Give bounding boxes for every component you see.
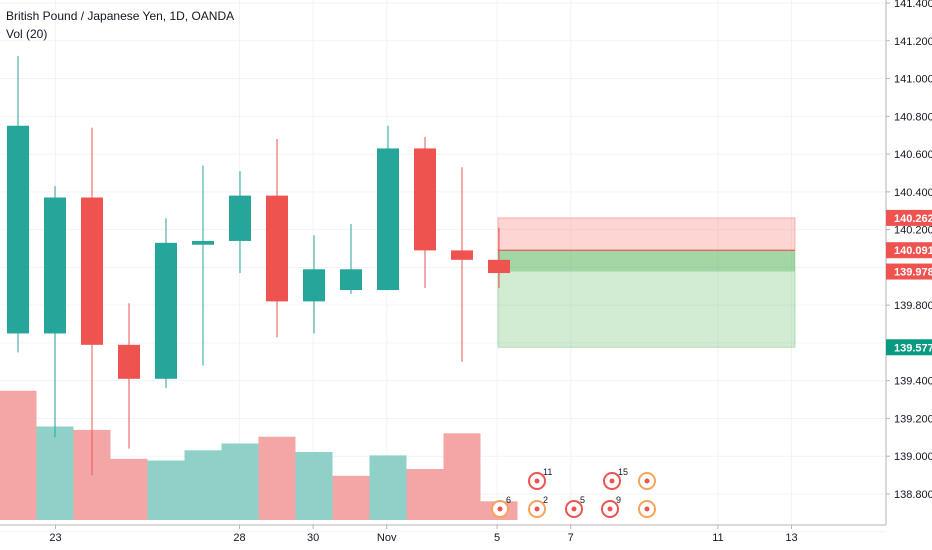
event-marker: 2 bbox=[528, 495, 548, 518]
price-tick-label: 139.800 bbox=[894, 300, 932, 312]
open-pnl-zone bbox=[498, 250, 795, 272]
price-tick-label: 140.200 bbox=[894, 225, 932, 237]
event-count-label: 15 bbox=[618, 467, 628, 477]
candle-body bbox=[266, 195, 288, 302]
time-tick-label: 7 bbox=[568, 532, 574, 544]
volume-bar bbox=[332, 475, 370, 520]
candle-body bbox=[303, 269, 325, 302]
price-tag-label: 139.978 bbox=[894, 267, 932, 279]
volume-bar bbox=[221, 443, 259, 520]
event-marker bbox=[638, 500, 656, 518]
take-profit-zone bbox=[497, 249, 796, 348]
price-tick-label: 141.200 bbox=[894, 36, 932, 48]
price-tick-label: 139.000 bbox=[894, 451, 932, 463]
event-marker: 15 bbox=[603, 467, 628, 490]
candle-body bbox=[229, 195, 251, 241]
volume-bar bbox=[369, 455, 407, 520]
volume-bar bbox=[36, 426, 74, 520]
price-tag: 140.091 bbox=[886, 242, 932, 259]
volume-bar bbox=[0, 390, 37, 520]
event-marker-dot bbox=[607, 506, 613, 512]
price-tag-label: 140.091 bbox=[894, 245, 932, 257]
price-tick-label: 140.800 bbox=[894, 111, 932, 123]
event-marker-dot bbox=[609, 478, 615, 484]
volume-bar bbox=[147, 460, 185, 520]
event-marker: 9 bbox=[601, 495, 621, 518]
price-tag-label: 140.262 bbox=[894, 213, 932, 225]
time-tick-label: 23 bbox=[49, 532, 61, 544]
symbol-legend[interactable]: British Pound / Japanese Yen, 1D, OANDA bbox=[6, 9, 235, 23]
candle-body bbox=[192, 240, 214, 245]
event-marker-dot bbox=[644, 478, 650, 484]
volume-bar bbox=[295, 452, 333, 520]
candle-body bbox=[81, 197, 103, 345]
event-marker-dot bbox=[644, 506, 650, 512]
event-marker: 11 bbox=[528, 467, 552, 490]
candle-body bbox=[118, 344, 140, 379]
candle-body bbox=[155, 242, 177, 379]
price-tick-label: 141.400 bbox=[894, 0, 932, 10]
event-count-label: 6 bbox=[506, 495, 511, 505]
candle-body bbox=[488, 259, 510, 274]
price-tag-bg bbox=[886, 242, 932, 259]
price-tick-label: 140.600 bbox=[894, 149, 932, 161]
time-tick-label: 5 bbox=[494, 532, 500, 544]
price-tag: 140.262 bbox=[886, 209, 932, 226]
volume-legend[interactable]: Vol (20) bbox=[6, 27, 48, 41]
candle-body bbox=[340, 269, 362, 291]
price-tag-bg bbox=[886, 263, 932, 280]
price-tag-bg bbox=[886, 209, 932, 226]
time-tick-label: 30 bbox=[307, 532, 319, 544]
candle-body bbox=[451, 250, 473, 260]
time-tick-label: 28 bbox=[233, 532, 245, 544]
event-marker-dot bbox=[497, 506, 503, 512]
event-marker-dot bbox=[571, 506, 577, 512]
volume-bar bbox=[184, 450, 222, 520]
time-tick-label: Nov bbox=[377, 532, 397, 544]
price-tag: 139.978 bbox=[886, 263, 932, 280]
price-tick-label: 140.400 bbox=[894, 187, 932, 199]
candle-body bbox=[44, 197, 66, 334]
volume-bar bbox=[258, 436, 296, 520]
candle-body bbox=[7, 125, 29, 334]
time-tick-label: 11 bbox=[712, 532, 723, 544]
volume-bar bbox=[443, 433, 481, 520]
volume-bar bbox=[110, 458, 148, 520]
candle-body bbox=[377, 148, 399, 291]
price-tag: 139.577 bbox=[886, 339, 932, 356]
price-tick-label: 141.000 bbox=[894, 74, 932, 86]
price-tick-label: 139.400 bbox=[894, 376, 932, 388]
time-tick-label: 13 bbox=[785, 532, 797, 544]
event-marker-dot bbox=[534, 478, 540, 484]
price-tag-label: 139.577 bbox=[894, 342, 932, 354]
event-marker: 5 bbox=[565, 495, 585, 518]
event-count-label: 9 bbox=[616, 495, 621, 505]
event-marker: 6 bbox=[491, 495, 511, 518]
candle-body bbox=[414, 148, 436, 251]
price-tick-label: 138.800 bbox=[894, 489, 932, 501]
price-tag-bg bbox=[886, 339, 932, 356]
event-count-label: 11 bbox=[543, 467, 552, 477]
event-count-label: 5 bbox=[580, 495, 585, 505]
event-marker bbox=[638, 472, 656, 490]
event-marker-dot bbox=[534, 506, 540, 512]
volume-bar bbox=[406, 469, 444, 520]
stop-loss-zone bbox=[497, 217, 796, 251]
price-tick-label: 139.200 bbox=[894, 413, 932, 425]
event-count-label: 2 bbox=[543, 495, 548, 505]
